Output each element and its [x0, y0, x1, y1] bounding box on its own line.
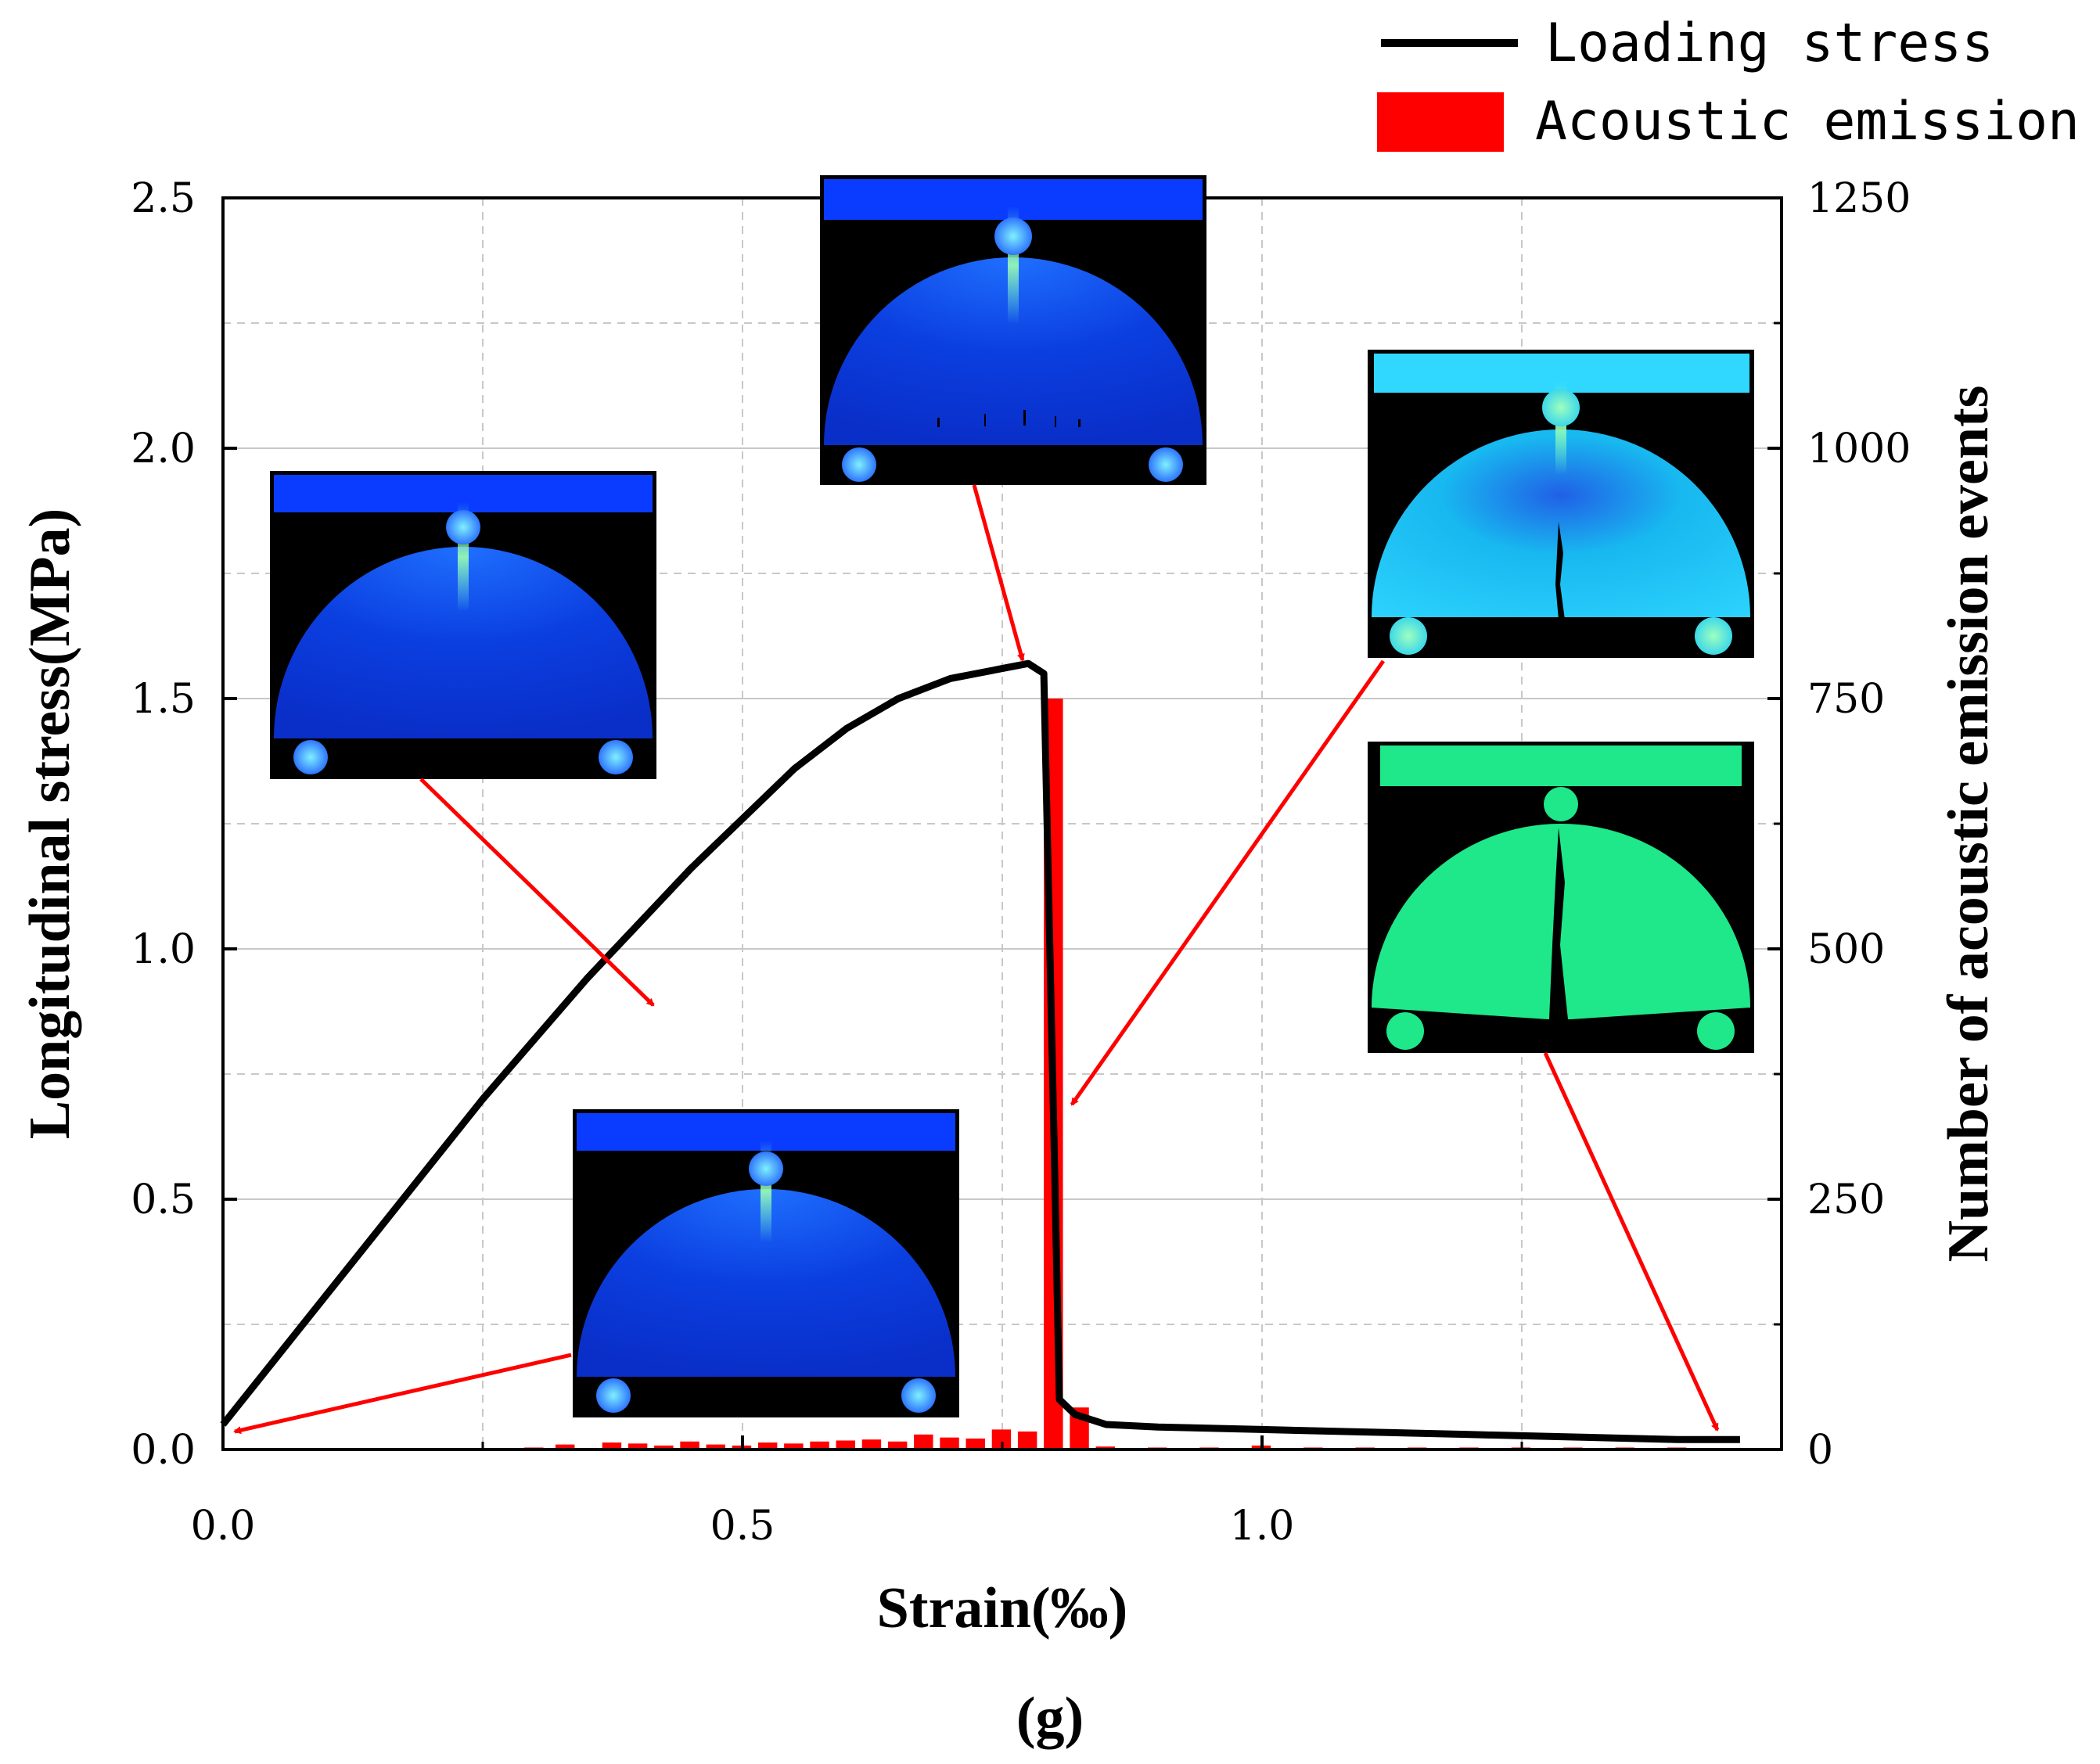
y-right-tick-label: 0 [1807, 1427, 1833, 1474]
y-axis-left-title: Longitudinal stress(MPa) [18, 508, 82, 1140]
y-axis-right-title: Number of acoustic emission events [1936, 386, 2001, 1263]
ae-bar [627, 1443, 648, 1450]
y-right-tick-label: 250 [1807, 1177, 1885, 1223]
y-left-tick-label: 1.0 [131, 926, 196, 973]
ae-bar [940, 1437, 959, 1450]
y-left-tick-label: 2.5 [131, 175, 196, 222]
y-left-tick-labels: 0.0 0.5 1.0 1.5 2.0 2.5 [131, 175, 196, 1474]
x-tick-labels: 0.0 0.5 1.0 [191, 1503, 1295, 1550]
ae-bar [757, 1442, 778, 1450]
x-tick-label: 0.0 [191, 1503, 256, 1550]
ae-bar [784, 1443, 804, 1450]
arrow-to-linear-stage [419, 778, 655, 1007]
arrow-to-initial-point [233, 1353, 572, 1435]
ae-bar [555, 1444, 575, 1450]
x-tick-label: 1.0 [1230, 1503, 1295, 1550]
ae-bar [861, 1439, 882, 1450]
y-right-tick-label: 750 [1807, 676, 1885, 723]
inset-snapshot-peak-stress [820, 175, 1206, 485]
y-right-tick-labels: 0 250 500 750 1000 1250 [1807, 175, 1911, 1474]
ae-bar [836, 1440, 855, 1450]
inset-snapshot-full-fracture [1368, 742, 1754, 1053]
annotation-arrows [233, 484, 1720, 1435]
y-right-tick-label: 1250 [1807, 175, 1911, 222]
ae-bar [706, 1444, 725, 1450]
legend-label-loading-stress: Loading stress [1545, 13, 1994, 74]
y-left-tick-label: 0.0 [131, 1427, 196, 1474]
line-series [220, 659, 1740, 1443]
loading-stress-line [220, 659, 1740, 1443]
ae-bar [602, 1442, 622, 1450]
ae-bar [965, 1438, 985, 1450]
y-left-tick-label: 1.5 [131, 676, 196, 723]
ae-bar [1017, 1431, 1037, 1450]
ae-bar [887, 1441, 908, 1450]
inset-snapshot-initial-loading [573, 1109, 959, 1417]
arrow-to-crack-initiation [1070, 659, 1386, 1106]
arrow-to-peak-stress [972, 484, 1025, 662]
ae-bar [654, 1445, 674, 1450]
legend-label-acoustic-emission: Acoustic emission [1535, 91, 2080, 153]
y-right-tick-label: 1000 [1807, 426, 1911, 472]
legend-bar-swatch [1377, 92, 1504, 152]
y-left-tick-label: 0.5 [131, 1177, 196, 1223]
arrow-to-fracture-end [1543, 1051, 1720, 1432]
ae-bar [914, 1434, 933, 1450]
figure-caption: (g) [1016, 1686, 1084, 1750]
legend: Loading stress Acoustic emission [1377, 13, 2080, 153]
x-tick-label: 0.5 [710, 1503, 775, 1550]
inset-snapshot-linear-stage [270, 471, 656, 779]
x-axis-title: Strain(‰) [877, 1576, 1128, 1640]
y-left-tick-label: 2.0 [131, 426, 196, 472]
inset-snapshot-crack-initiation [1368, 350, 1754, 658]
ticks [221, 196, 1782, 1451]
ae-bar [810, 1441, 829, 1450]
ae-bar [680, 1441, 699, 1450]
y-right-tick-label: 500 [1807, 926, 1885, 973]
